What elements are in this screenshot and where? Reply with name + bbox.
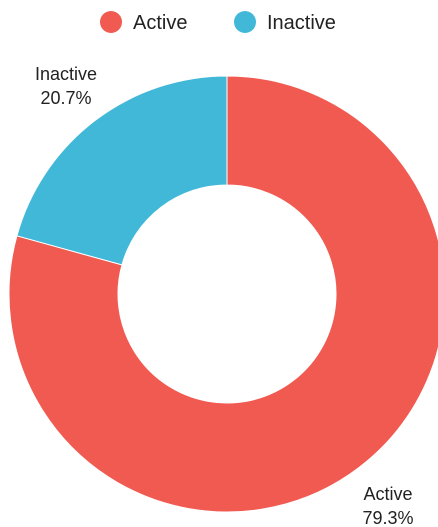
chart-legend: Active Inactive: [100, 11, 336, 34]
data-label-value-active: 79.3%: [362, 508, 413, 527]
legend-label-inactive: Inactive: [267, 12, 336, 34]
chart-slices: [8, 75, 438, 513]
chart-labels: Active 79.3% Inactive 20.7%: [35, 64, 414, 527]
slice-active[interactable]: [8, 75, 438, 513]
data-label-name-active: Active: [363, 484, 412, 504]
slice-inactive[interactable]: [16, 75, 228, 266]
legend-marker-inactive: [234, 11, 256, 33]
data-label-value-inactive: 20.7%: [40, 88, 91, 108]
legend-item-inactive[interactable]: Inactive: [234, 11, 336, 34]
legend-marker-active: [100, 11, 122, 33]
data-label-name-inactive: Inactive: [35, 64, 97, 84]
legend-label-active: Active: [133, 12, 187, 34]
legend-item-active[interactable]: Active: [100, 11, 187, 34]
